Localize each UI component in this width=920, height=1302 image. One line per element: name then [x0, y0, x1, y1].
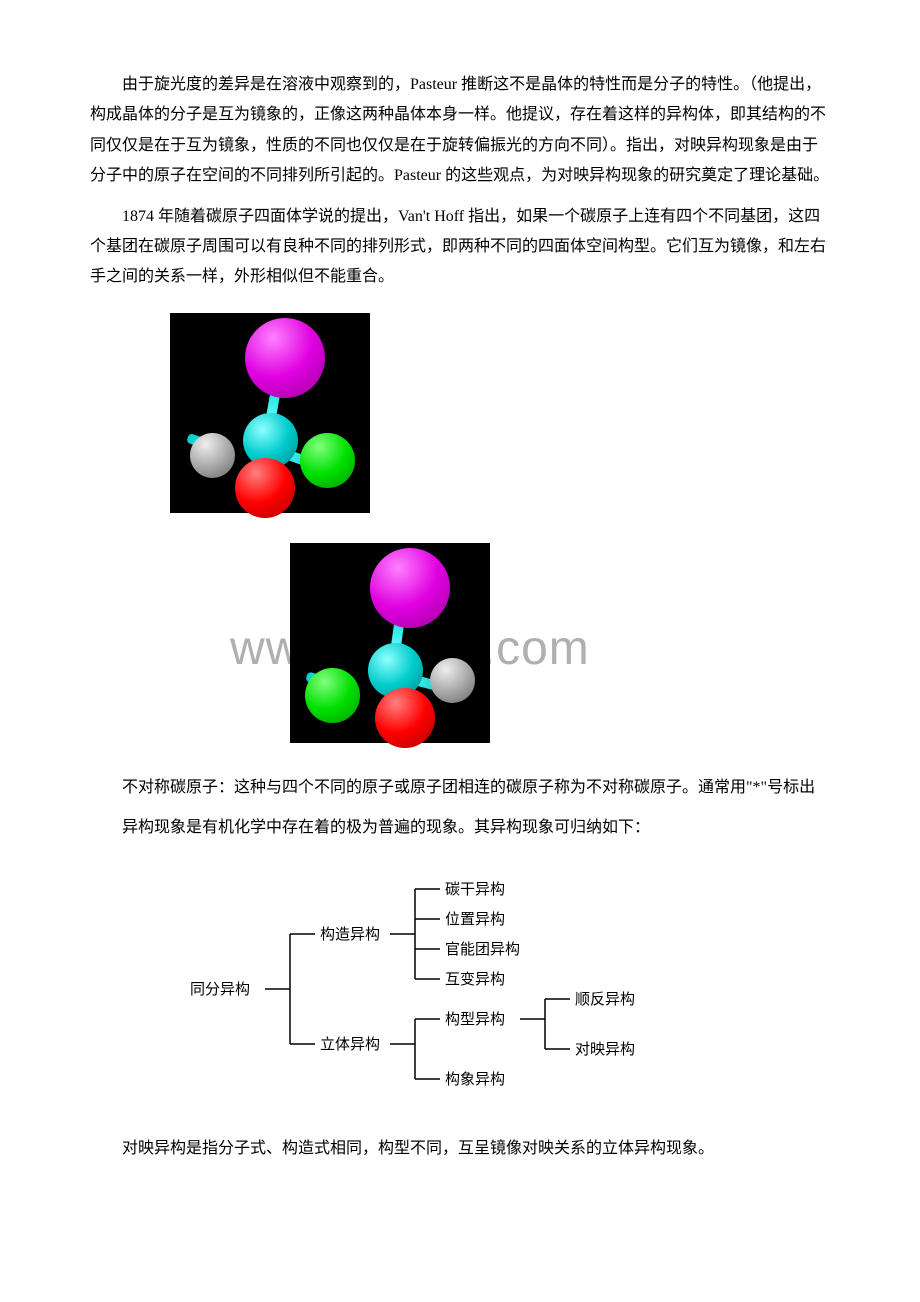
atom-magenta — [370, 548, 450, 628]
tree-root: 同分异构 — [190, 981, 250, 998]
tree-leaf-conformation: 构象异构 — [445, 1071, 505, 1088]
tree-leaf: 碳干异构 — [445, 881, 505, 898]
tree-leaf: 顺反异构 — [575, 991, 635, 1008]
tree-leaf: 位置异构 — [445, 911, 505, 928]
atom-red — [375, 688, 435, 748]
molecule-1 — [170, 313, 370, 513]
molecule-2 — [290, 543, 490, 743]
atom-grey — [190, 433, 235, 478]
paragraph-3: 不对称碳原子：这种与四个不同的原子或原子团相连的碳原子称为不对称碳原子。通常用"… — [90, 773, 830, 803]
atom-magenta — [245, 318, 325, 398]
paragraph-4: 异构现象是有机化学中存在着的极为普遍的现象。其异构现象可归纳如下： — [90, 813, 830, 843]
atom-green — [300, 433, 355, 488]
paragraph-1: 由于旋光度的差异是在溶液中观察到的，Pasteur 推断这不是晶体的特性而是分子… — [90, 70, 830, 192]
tree-branch-construction: 构造异构 — [320, 926, 380, 943]
atom-red — [235, 458, 295, 518]
atom-grey — [430, 658, 475, 703]
paragraph-2: 1874 年随着碳原子四面体学说的提出，Van't Hoff 指出，如果一个碳原… — [90, 202, 830, 293]
tree-branch-stereo: 立体异构 — [320, 1036, 380, 1053]
molecule-figures: www.bdocx.com — [170, 313, 830, 743]
tree-leaf-config: 构型异构 — [445, 1011, 505, 1028]
tree-leaf: 官能团异构 — [445, 941, 520, 958]
atom-green — [305, 668, 360, 723]
tree-leaf: 对映异构 — [575, 1041, 635, 1058]
tree-leaf: 互变异构 — [445, 971, 505, 988]
isomerism-tree-diagram: 同分异构 构造异构 立体异构 碳干异构 位置异构 官能团异构 互变异构 构型异构… — [180, 864, 740, 1114]
paragraph-5: 对映异构是指分子式、构造式相同，构型不同，互呈镜像对映关系的立体异构现象。 — [90, 1134, 830, 1164]
